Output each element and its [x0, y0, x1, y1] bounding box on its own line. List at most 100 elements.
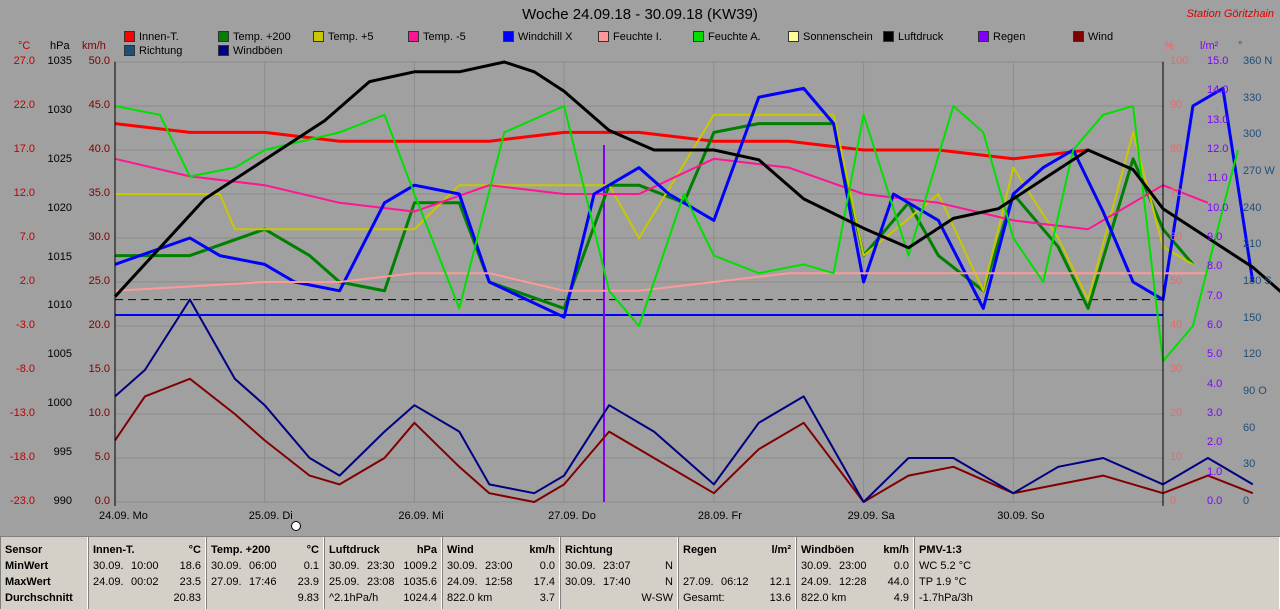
stats-header: Sensor	[5, 544, 43, 556]
stat-time: 12:58	[485, 576, 513, 588]
legend-swatch	[788, 31, 799, 42]
stats-header: Temp. +200	[211, 544, 271, 556]
station-name: Station Göritzhain	[1186, 8, 1274, 20]
stats-boeen: Windböen km/h 30.09. 23:00 0.0 24.09. 12:28 4…	[796, 537, 914, 609]
stat-value: 23.5	[179, 576, 201, 588]
stat-date: 30.09.	[565, 576, 596, 588]
stat-date: 24.09.	[93, 576, 124, 588]
stats-unit: hPa	[416, 544, 437, 556]
unit-percent: %	[1164, 40, 1174, 52]
x-tick-label: 27.09. Do	[548, 510, 596, 522]
stats-pmv: PMV-1:3 WC 5.2 °C TP 1.9 °C -1.7hPa/3h	[914, 537, 1280, 609]
row-label-min: MinWert	[5, 560, 49, 572]
legend-label: Temp. -5	[423, 31, 466, 43]
time-marker[interactable]	[291, 521, 301, 531]
stat-time: 23:07	[603, 560, 631, 572]
tick-label-celsius: -8.0	[16, 363, 35, 375]
stat-value: N	[665, 560, 673, 572]
tick-label-deg: 0	[1243, 495, 1250, 507]
tick-label-lm2: 4.0	[1207, 377, 1223, 390]
stat-avg: 13.6	[769, 592, 791, 604]
legend-label: Richtung	[139, 45, 183, 57]
series-line	[115, 113, 1194, 301]
tick-label-percent: 90	[1170, 99, 1183, 111]
tick-label-percent: 80	[1170, 143, 1183, 155]
tick-label-kmh: 45.0	[88, 99, 110, 111]
stats-innen: Innen-T. °C 30.09. 10:00 18.6 24.09. 00:02 23…	[88, 537, 206, 609]
legend-label: Temp. +200	[233, 31, 291, 43]
tick-label-deg: 240	[1243, 201, 1262, 214]
stat-date: 27.09.	[683, 576, 714, 588]
stat-avg: 1024.4	[403, 592, 437, 604]
legend-item: Richtung	[124, 45, 182, 58]
stat-avg: 9.83	[297, 592, 319, 604]
tick-label-celsius: 7.0	[19, 231, 35, 243]
tick-label-lm2: 14.0	[1207, 84, 1229, 97]
stat-date: 24.09.	[801, 576, 832, 588]
tick-label-celsius: -3.0	[16, 319, 35, 331]
stats-unit: km/h	[883, 544, 909, 556]
tick-label-kmh: 15.0	[88, 363, 110, 375]
stat-time: 17:40	[603, 576, 631, 588]
stats-unit: °C	[306, 544, 319, 556]
legend-label: Windchill X	[518, 31, 573, 43]
legend-swatch	[978, 31, 989, 42]
stats-panel: Sensor MinWert MaxWert Durchschnitt Inne…	[0, 536, 1280, 609]
legend-label: Feuchte A.	[708, 31, 761, 43]
tick-label-deg: 150	[1243, 311, 1262, 324]
tick-label-deg: 210	[1243, 238, 1262, 251]
x-tick-label: 29.09. Sa	[847, 510, 895, 522]
legend-swatch	[218, 31, 229, 42]
stats-header: PMV-1:3	[919, 544, 962, 556]
unit-lm2: l/m²	[1200, 40, 1219, 52]
tick-label-percent: 60	[1170, 231, 1183, 243]
stat-time: 23:30	[367, 560, 395, 572]
legend-item: Feuchte I.	[598, 31, 662, 44]
tick-label-kmh: 50.0	[88, 55, 110, 67]
tick-label-lm2: 11.0	[1207, 172, 1228, 185]
stat-date: 27.09.	[211, 576, 242, 588]
stat-date: 30.09.	[801, 560, 832, 572]
tick-label-percent: 30	[1170, 363, 1183, 375]
stats-header: Luftdruck	[329, 544, 380, 556]
tick-label-deg: 330	[1243, 91, 1262, 104]
tick-label-kmh: 30.0	[88, 231, 110, 243]
stat-value: 1035.6	[403, 576, 437, 588]
stat-distance: 822.0 km	[801, 592, 847, 604]
unit-kmh: km/h	[82, 40, 106, 52]
stat-value: 12.1	[769, 576, 791, 588]
series-line	[115, 122, 1195, 310]
stat-avg: 3.7	[539, 592, 555, 604]
tick-label-kmh: 25.0	[88, 275, 110, 287]
legend-swatch	[408, 31, 419, 42]
tick-label-celsius: 2.0	[19, 275, 35, 287]
legend-item: Temp. +5	[313, 31, 374, 44]
stat-date: 30.09.	[329, 560, 360, 572]
stats-unit: km/h	[529, 544, 555, 556]
tick-label-deg: 60	[1243, 421, 1256, 434]
pmv-dewpoint: TP 1.9 °C	[919, 576, 967, 588]
legend-label: Temp. +5	[328, 31, 374, 43]
tick-label-celsius: 12.0	[13, 187, 35, 199]
stat-date: 30.09.	[565, 560, 596, 572]
series-line	[114, 122, 1089, 161]
tick-label-lm2: 6.0	[1207, 319, 1223, 331]
legend-swatch	[218, 45, 229, 56]
legend-item: Feuchte A.	[693, 31, 761, 44]
stat-time: 23:08	[367, 576, 395, 588]
legend-item: Sonnenschein	[788, 31, 873, 44]
stats-druck: Luftdruck hPa 30.09. 23:30 1009.2 25.09. 23:…	[324, 537, 442, 609]
tick-label-hpa: 1015	[47, 250, 72, 263]
x-tick-label: 26.09. Mi	[398, 510, 444, 522]
legend-label: Sonnenschein	[803, 31, 873, 43]
legend-item: Temp. -5	[408, 31, 466, 44]
legend-swatch	[598, 31, 609, 42]
tick-label-percent: 100	[1170, 55, 1189, 67]
stat-value: 0.1	[303, 560, 319, 572]
tick-label-lm2: 5.0	[1207, 348, 1223, 361]
chart-title: Woche 24.09.18 - 30.09.18 (KW39)	[522, 6, 758, 23]
stat-avg: 4.9	[893, 592, 909, 604]
legend-item: Innen-T.	[124, 31, 179, 44]
tick-label-celsius: -13.0	[9, 407, 35, 419]
tick-label-kmh: 20.0	[88, 319, 110, 331]
